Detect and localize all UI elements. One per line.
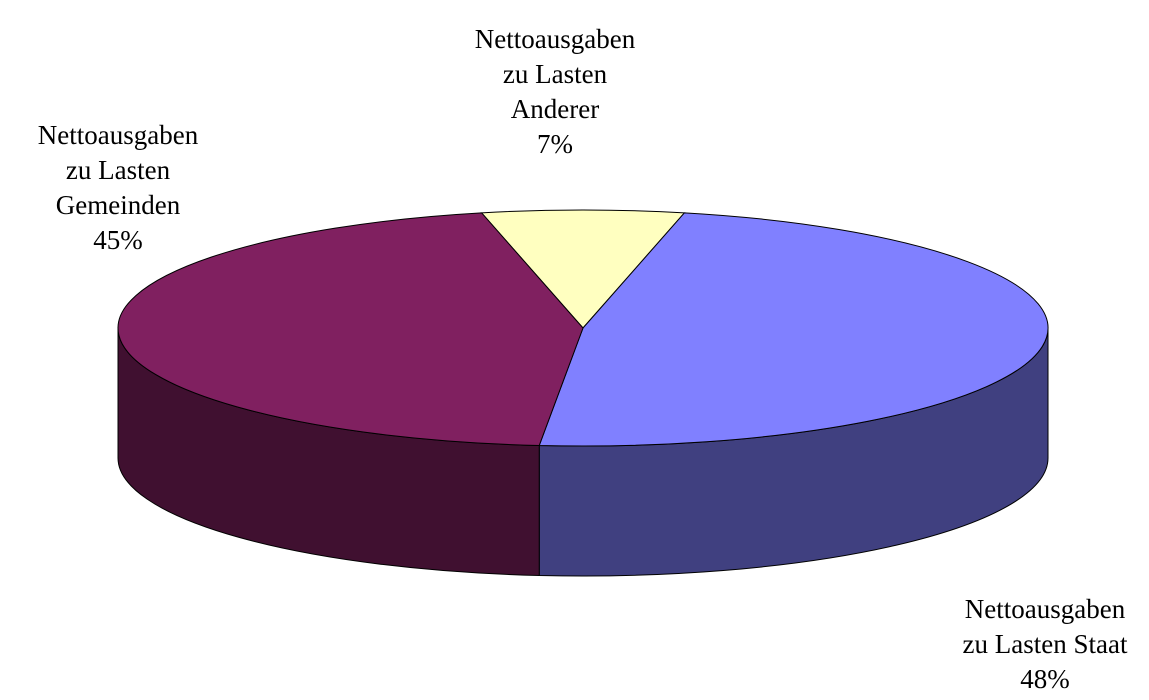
category-name: Nettoausgaben zu Lasten Staat [962, 594, 1128, 659]
percent-label: 45% [93, 225, 143, 255]
percent-label: 48% [1020, 664, 1070, 694]
slice [480, 209, 686, 329]
slice-label: Nettoausgaben zu Lasten Staat 48% [915, 592, 1149, 697]
percent-label: 7% [537, 129, 573, 159]
slice-label: Nettoausgaben zu Lasten Gemeinden 45% [0, 118, 248, 258]
category-name: Nettoausgaben zu Lasten Gemeinden [37, 120, 199, 220]
slice-label: Nettoausgaben zu Lasten Anderer 7% [425, 22, 685, 162]
slice [117, 212, 584, 446]
slice [538, 212, 1049, 447]
category-name: Nettoausgaben zu Lasten Anderer [474, 24, 636, 124]
